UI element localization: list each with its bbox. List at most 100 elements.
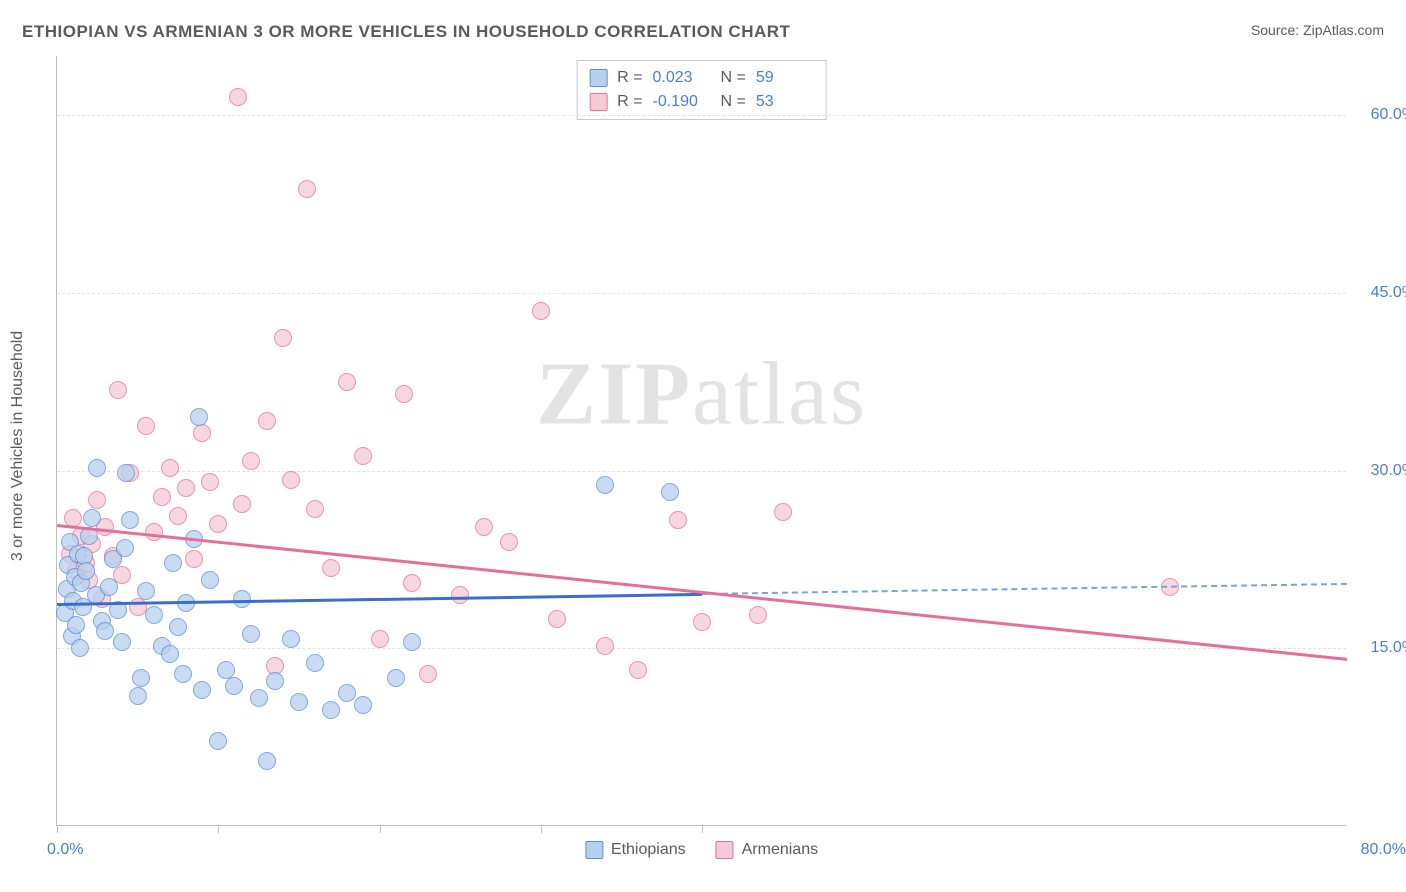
scatter-point-ethiopian: [190, 408, 208, 426]
scatter-point-ethiopian: [209, 732, 227, 750]
x-axis-max-label: 80.0%: [1361, 841, 1406, 859]
scatter-point-ethiopian: [661, 483, 679, 501]
scatter-point-ethiopian: [225, 677, 243, 695]
scatter-point-ethiopian: [250, 689, 268, 707]
scatter-point-armenian: [209, 515, 227, 533]
y-tick-label: 60.0%: [1346, 106, 1406, 124]
scatter-point-armenian: [161, 459, 179, 477]
scatter-point-armenian: [774, 503, 792, 521]
scatter-point-armenian: [298, 180, 316, 198]
grid-line: [57, 115, 1346, 116]
scatter-point-armenian: [137, 417, 155, 435]
scatter-point-ethiopian: [67, 616, 85, 634]
scatter-point-ethiopian: [266, 672, 284, 690]
x-axis-min-label: 0.0%: [47, 841, 83, 859]
scatter-point-armenian: [451, 586, 469, 604]
x-tick: [541, 825, 542, 833]
y-tick-label: 15.0%: [1346, 639, 1406, 657]
scatter-point-armenian: [185, 550, 203, 568]
n-label: N =: [721, 69, 746, 87]
grid-line: [57, 648, 1346, 649]
scatter-point-armenian: [233, 495, 251, 513]
r-label: R =: [617, 93, 642, 111]
scatter-point-armenian: [306, 500, 324, 518]
scatter-point-armenian: [596, 637, 614, 655]
x-tick: [380, 825, 381, 833]
n-value-pink: 53: [756, 93, 814, 111]
scatter-point-armenian: [322, 559, 340, 577]
scatter-point-ethiopian: [132, 669, 150, 687]
scatter-point-ethiopian: [193, 681, 211, 699]
scatter-point-ethiopian: [96, 622, 114, 640]
scatter-point-armenian: [749, 606, 767, 624]
x-tick: [702, 825, 703, 833]
legend-label: Armenians: [742, 841, 818, 859]
r-value-blue: 0.023: [653, 69, 711, 87]
scatter-point-ethiopian: [71, 639, 89, 657]
scatter-point-armenian: [201, 473, 219, 491]
scatter-point-ethiopian: [403, 633, 421, 651]
x-tick: [218, 825, 219, 833]
scatter-point-armenian: [109, 381, 127, 399]
scatter-point-ethiopian: [282, 630, 300, 648]
trend-line-ethiopian-extrapolated: [702, 583, 1347, 595]
scatter-point-armenian: [475, 518, 493, 536]
scatter-point-armenian: [274, 329, 292, 347]
scatter-point-armenian: [693, 613, 711, 631]
scatter-point-armenian: [500, 533, 518, 551]
scatter-point-ethiopian: [306, 654, 324, 672]
scatter-point-ethiopian: [596, 476, 614, 494]
scatter-point-armenian: [371, 630, 389, 648]
y-axis-title: 3 or more Vehicles in Household: [9, 331, 27, 561]
swatch-pink-icon: [589, 93, 607, 111]
plot-area: ZIPatlas R = 0.023 N = 59 R = -0.190 N =…: [56, 56, 1346, 826]
scatter-point-armenian: [145, 523, 163, 541]
scatter-point-ethiopian: [322, 701, 340, 719]
source-label: Source: ZipAtlas.com: [1251, 22, 1384, 38]
y-tick-label: 30.0%: [1346, 462, 1406, 480]
scatter-point-armenian: [338, 373, 356, 391]
scatter-point-armenian: [354, 447, 372, 465]
scatter-point-ethiopian: [116, 539, 134, 557]
scatter-point-ethiopian: [354, 696, 372, 714]
y-tick-label: 45.0%: [1346, 284, 1406, 302]
legend-row-pink: R = -0.190 N = 53: [589, 90, 814, 114]
scatter-point-ethiopian: [387, 669, 405, 687]
scatter-point-armenian: [419, 665, 437, 683]
scatter-point-armenian: [403, 574, 421, 592]
scatter-point-ethiopian: [290, 693, 308, 711]
scatter-point-armenian: [548, 610, 566, 628]
scatter-point-ethiopian: [164, 554, 182, 572]
legend-item-armenians: Armenians: [716, 841, 818, 859]
scatter-point-armenian: [88, 491, 106, 509]
scatter-point-armenian: [395, 385, 413, 403]
scatter-point-ethiopian: [233, 590, 251, 608]
grid-line: [57, 293, 1346, 294]
watermark: ZIPatlas: [536, 343, 867, 446]
n-label: N =: [721, 93, 746, 111]
scatter-point-ethiopian: [169, 618, 187, 636]
scatter-point-ethiopian: [100, 578, 118, 596]
swatch-pink-icon: [716, 841, 734, 859]
scatter-point-armenian: [229, 88, 247, 106]
scatter-point-armenian: [242, 452, 260, 470]
scatter-point-ethiopian: [137, 582, 155, 600]
scatter-point-ethiopian: [83, 509, 101, 527]
scatter-point-ethiopian: [117, 464, 135, 482]
scatter-point-ethiopian: [201, 571, 219, 589]
scatter-point-armenian: [169, 507, 187, 525]
watermark-zip: ZIP: [536, 345, 692, 444]
grid-line: [57, 471, 1346, 472]
legend-label: Ethiopians: [611, 841, 686, 859]
scatter-point-ethiopian: [121, 511, 139, 529]
watermark-atlas: atlas: [692, 345, 867, 444]
scatter-point-ethiopian: [88, 459, 106, 477]
scatter-point-ethiopian: [77, 562, 95, 580]
scatter-point-armenian: [193, 424, 211, 442]
x-tick: [57, 825, 58, 833]
scatter-point-armenian: [153, 488, 171, 506]
scatter-point-ethiopian: [161, 645, 179, 663]
series-legend: Ethiopians Armenians: [585, 841, 818, 859]
scatter-point-ethiopian: [113, 633, 131, 651]
scatter-point-ethiopian: [258, 752, 276, 770]
